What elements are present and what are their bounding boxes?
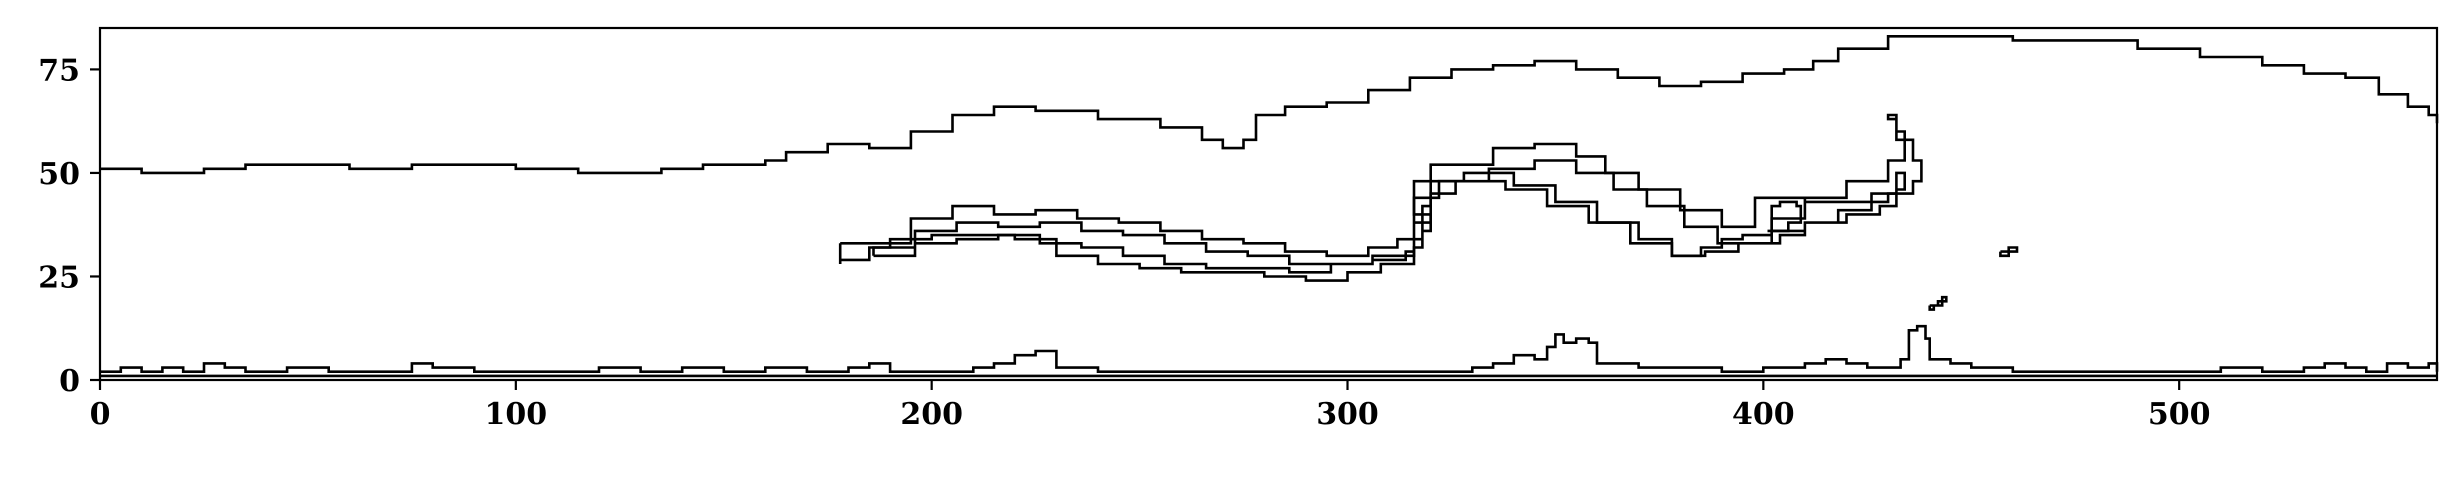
- y-tick-label: 0: [59, 364, 80, 399]
- contour-line: [1767, 200, 1803, 233]
- contour-line: [100, 34, 2439, 175]
- x-tick-label: 300: [1316, 397, 1379, 432]
- y-tick-label: 25: [38, 260, 80, 295]
- x-tick-label: 0: [90, 397, 111, 432]
- x-tick-label: 400: [1732, 397, 1795, 432]
- x-tick-label: 200: [900, 397, 963, 432]
- contour-line: [1999, 246, 2019, 258]
- x-tick-label: 100: [485, 397, 548, 432]
- y-tick-label: 75: [38, 53, 80, 88]
- contour-line: [100, 324, 2439, 374]
- contour-lines: [100, 34, 2439, 378]
- axes-frame: [98, 26, 2439, 382]
- x-tick-label: 500: [2148, 397, 2211, 432]
- contour-line: [1928, 295, 1948, 311]
- x-axis: 0 100 200 300 400 500: [90, 380, 2211, 432]
- contour-line: [872, 159, 1906, 274]
- y-tick-label: 50: [38, 157, 80, 192]
- y-axis: 0 25 50 75: [38, 53, 100, 399]
- contour-line: [838, 113, 1923, 282]
